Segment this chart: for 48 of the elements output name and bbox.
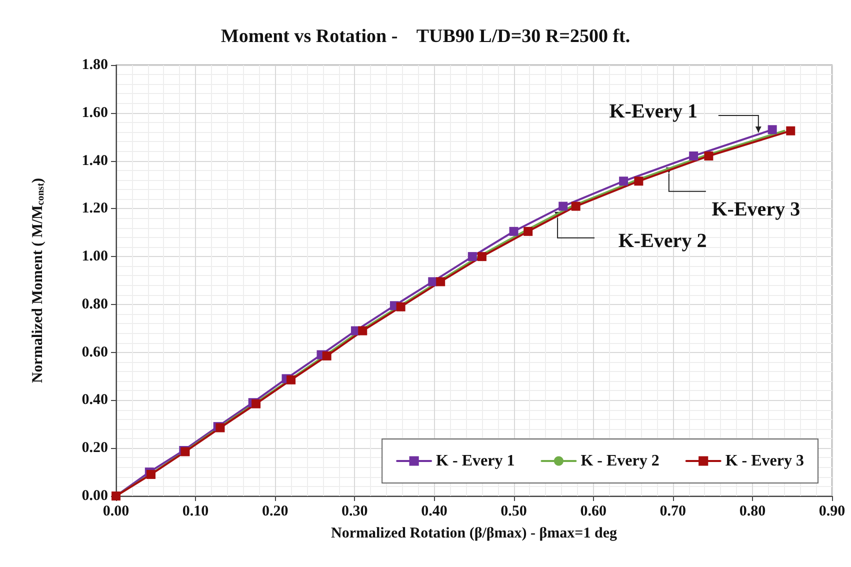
x-tick-label: 0.70 [660, 504, 686, 520]
legend-label: K - Every 1 [436, 452, 515, 470]
annotation: K-Every 2 [618, 230, 707, 252]
legend-label: K - Every 3 [725, 452, 804, 470]
x-tick-label: 0.60 [580, 504, 606, 520]
point [358, 326, 368, 336]
x-tick-label: 0.10 [182, 504, 209, 520]
legend-label: K - Every 2 [580, 452, 660, 470]
point [786, 126, 796, 136]
y-tick-label: 1.80 [82, 57, 108, 73]
x-tick-label: 0.80 [739, 504, 766, 520]
point [689, 151, 698, 160]
annotation: K-Every 3 [712, 198, 800, 220]
point [468, 252, 477, 262]
y-axis-title: Normalized Moment ( M/Mconst) [30, 178, 46, 384]
x-tick-label: 0.00 [102, 504, 130, 520]
point [509, 226, 518, 236]
y-tick-label: 0.00 [82, 488, 108, 504]
y-tick-label: 0.80 [82, 296, 108, 312]
x-tick-label: 0.20 [262, 504, 288, 520]
point [704, 151, 714, 160]
x-axis-title: Normalized Rotation (β/βmax) - βmax=1 deg [331, 526, 618, 542]
x-tick-label: 0.50 [500, 504, 527, 520]
point [477, 252, 486, 262]
point [286, 375, 296, 384]
y-tick-label: 0.40 [82, 392, 108, 408]
point [322, 351, 332, 360]
point [252, 399, 261, 408]
point [436, 277, 446, 286]
annotation: K-Every 1 [609, 100, 698, 122]
y-tick-label: 1.00 [82, 248, 108, 265]
y-tick-label: 1.40 [82, 152, 108, 169]
point [524, 226, 533, 236]
point [619, 176, 628, 186]
point [216, 423, 225, 432]
x-tick-label: 0.30 [342, 504, 368, 520]
point [768, 125, 777, 134]
x-tick-label: 0.90 [818, 504, 846, 520]
x-tick-label: 0.40 [421, 504, 448, 520]
chart-title: Moment vs Rotation - TUB90 L/D=30 R=2500 ft. [220, 26, 630, 47]
y-tick-label: 0.20 [82, 440, 108, 456]
point [571, 202, 580, 211]
point [396, 302, 406, 312]
y-tick-label: 1.60 [82, 104, 108, 121]
y-tick-label: 0.60 [82, 344, 108, 360]
point [558, 202, 568, 211]
point [634, 176, 644, 186]
y-tick-label: 1.20 [82, 200, 108, 217]
